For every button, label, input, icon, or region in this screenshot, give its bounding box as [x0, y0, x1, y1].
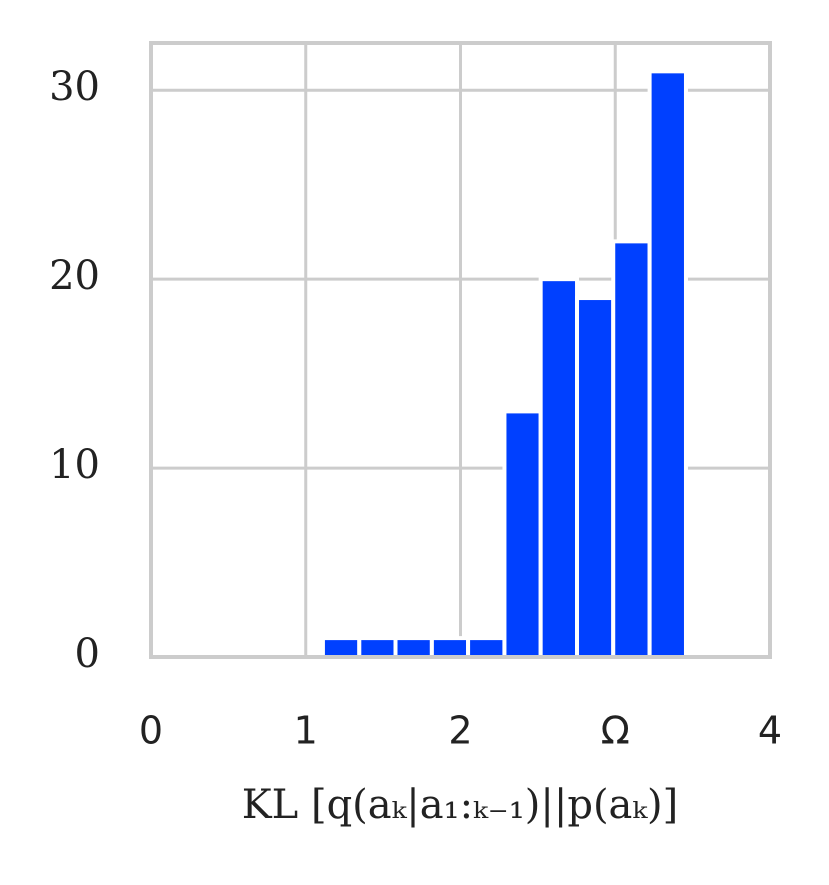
x-tick-label: 1 — [294, 709, 318, 753]
bar — [357, 636, 398, 659]
y-tick-label: 30 — [49, 64, 100, 110]
x-tick-label: Ω — [601, 709, 630, 753]
x-tick-label: 2 — [448, 709, 472, 753]
bar — [466, 636, 507, 659]
plot-frame — [149, 41, 772, 659]
bar — [429, 636, 471, 659]
y-tick-label: 10 — [49, 442, 100, 488]
bar — [393, 636, 434, 659]
bar — [502, 409, 543, 659]
x-axis-label: KL [q(aₖ|a₁:ₖ₋₁)||p(aₖ)] — [242, 782, 678, 828]
y-tick-label: 0 — [75, 631, 100, 677]
x-tick-label: 4 — [758, 709, 782, 753]
x-tick-label: 0 — [139, 709, 163, 753]
y-tick-label: 20 — [49, 253, 100, 299]
bar — [575, 296, 616, 659]
bar — [320, 636, 362, 659]
bar — [538, 277, 580, 659]
bar — [647, 69, 688, 660]
bar — [611, 239, 652, 659]
